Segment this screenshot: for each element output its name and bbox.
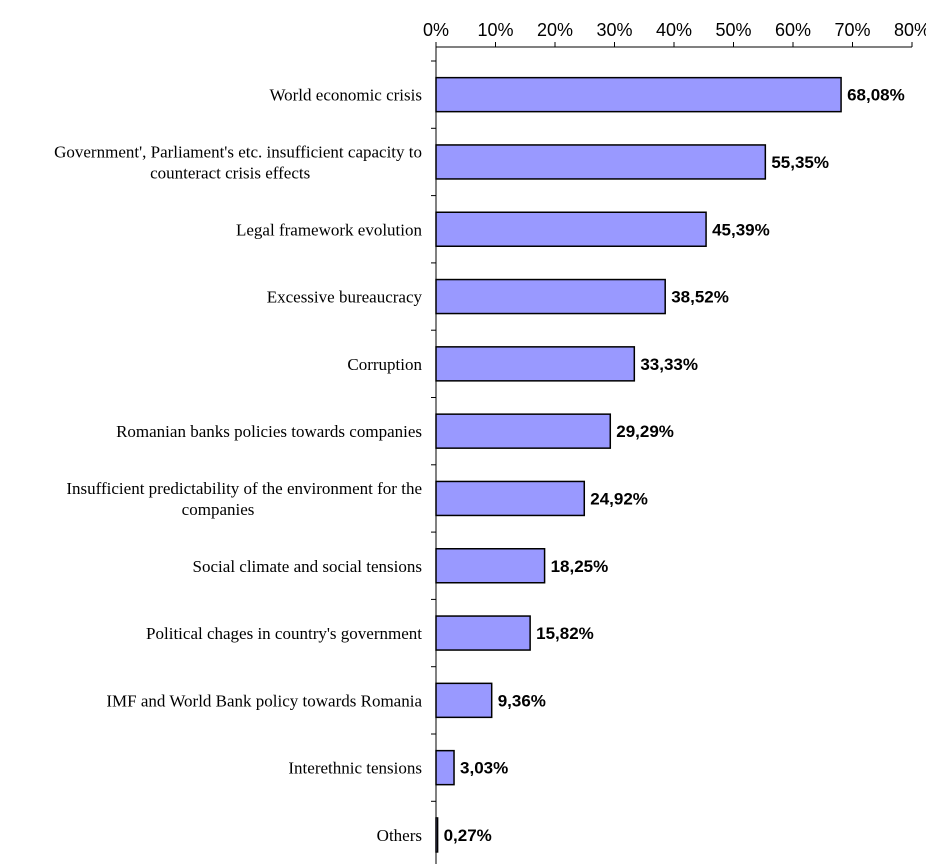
bar <box>435 480 586 517</box>
data-label: 29,29% <box>616 422 674 441</box>
category-label: Insufficient predictability of the envir… <box>66 479 422 498</box>
bar <box>435 346 636 382</box>
category-label: Social climate and social tensions <box>193 557 422 576</box>
bar <box>435 548 546 584</box>
data-label: 3,03% <box>460 759 508 778</box>
category-label: Legal framework evolution <box>236 220 422 239</box>
x-tick-label: 50% <box>715 20 751 40</box>
category-label: IMF and World Bank policy towards Romani… <box>106 691 422 710</box>
bar <box>435 211 707 247</box>
x-tick-label: 30% <box>596 20 632 40</box>
bar <box>435 749 455 786</box>
bar <box>435 144 767 180</box>
category-label: Excessive bureaucracy <box>267 288 423 307</box>
data-label: 0,27% <box>444 826 492 845</box>
data-label: 38,52% <box>671 288 729 307</box>
data-label: 45,39% <box>712 220 770 239</box>
category-label: World economic crisis <box>269 86 422 105</box>
x-tick-label: 20% <box>537 20 573 40</box>
category-label: companies <box>182 500 255 519</box>
bar <box>435 278 666 315</box>
bar <box>435 615 531 651</box>
x-tick-label: 0% <box>423 20 449 40</box>
data-label: 55,35% <box>771 153 829 172</box>
bar <box>435 682 493 719</box>
data-label: 18,25% <box>551 557 609 576</box>
bar <box>435 76 842 113</box>
x-tick-label: 80% <box>894 20 926 40</box>
x-tick-label: 70% <box>834 20 870 40</box>
bar <box>435 413 612 449</box>
category-label: Corruption <box>347 355 422 374</box>
category-label: Romanian banks policies towards companie… <box>116 422 422 441</box>
data-label: 9,36% <box>498 691 546 710</box>
data-label: 15,82% <box>536 624 594 643</box>
data-label: 33,33% <box>640 355 698 374</box>
x-tick-label: 10% <box>477 20 513 40</box>
data-label: 24,92% <box>590 489 648 508</box>
bar <box>435 817 439 853</box>
x-tick-label: 40% <box>656 20 692 40</box>
category-label: Political chages in country's government <box>146 624 422 643</box>
category-label: Interethnic tensions <box>288 759 422 778</box>
x-tick-label: 60% <box>775 20 811 40</box>
data-label: 68,08% <box>847 86 905 105</box>
category-label: Government', Parliament's etc. insuffici… <box>54 142 422 161</box>
category-label: Others <box>377 826 422 845</box>
category-label: counteract crisis effects <box>150 163 310 182</box>
